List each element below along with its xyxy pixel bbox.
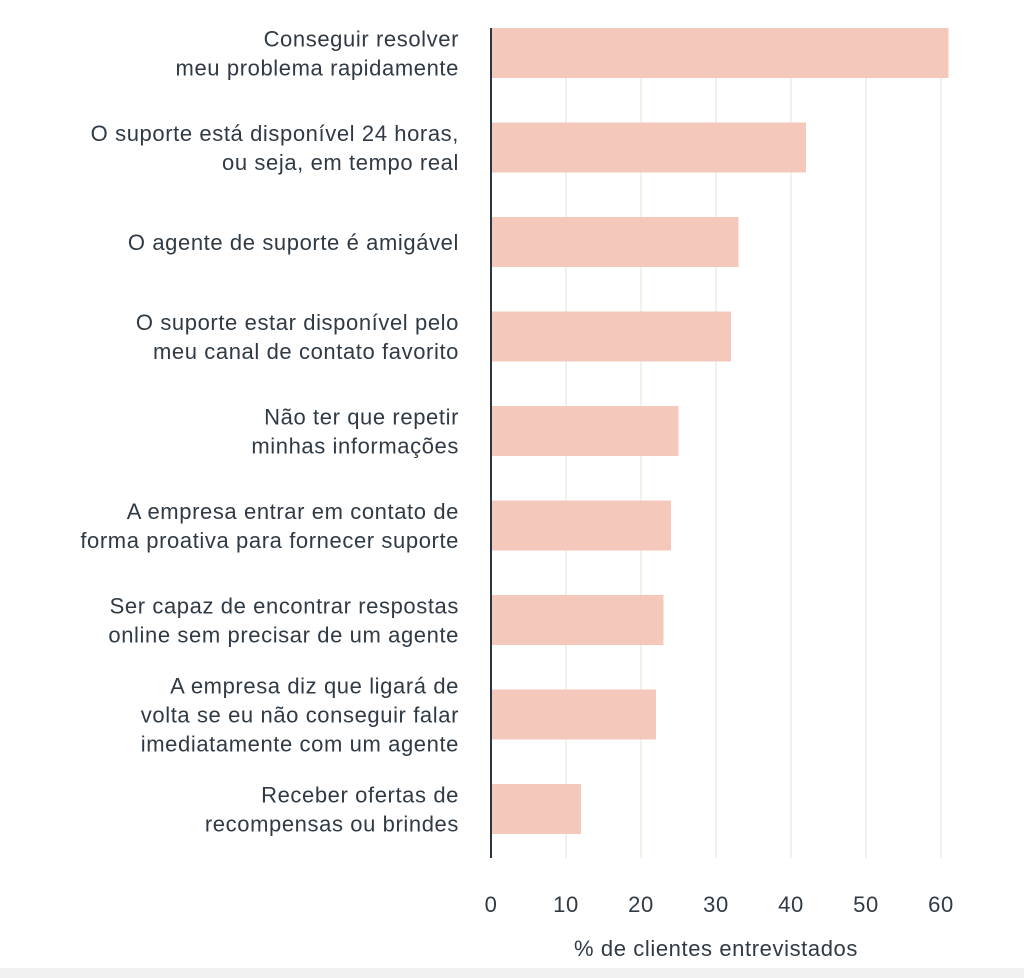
category-label-line: O agente de suporte é amigável bbox=[128, 230, 459, 255]
category-label: Conseguir resolver meu problema rapidamen… bbox=[176, 27, 459, 81]
category-label-line: volta se eu não conseguir falar bbox=[141, 703, 459, 728]
category-label-line: Ser capaz de encontrar respostas bbox=[110, 594, 459, 619]
category-label-line: ou seja, em tempo real bbox=[222, 150, 459, 175]
x-tick-label: 40 bbox=[778, 892, 804, 917]
category-label-line: Não ter que repetir bbox=[264, 405, 459, 430]
bars bbox=[492, 28, 949, 834]
category-label-line: A empresa diz que ligará de bbox=[170, 674, 459, 699]
category-label-line: online sem precisar de um agente bbox=[108, 623, 459, 648]
category-label-line: meu canal de contato favorito bbox=[153, 339, 459, 364]
x-tick-label: 60 bbox=[928, 892, 954, 917]
category-label-line: A empresa entrar em contato de bbox=[127, 499, 459, 524]
x-tick-label: 30 bbox=[703, 892, 729, 917]
category-label-line: meu problema rapidamente bbox=[176, 56, 459, 81]
bar bbox=[492, 28, 949, 78]
x-tick-label: 50 bbox=[853, 892, 879, 917]
x-tick-label: 10 bbox=[553, 892, 579, 917]
category-label-line: Receber ofertas de bbox=[261, 783, 459, 808]
bar bbox=[492, 784, 581, 834]
bar bbox=[492, 500, 671, 551]
x-axis-title: % de clientes entrevistados bbox=[574, 936, 858, 961]
category-label: O suporte estar disponível pelo meu canal… bbox=[136, 310, 459, 364]
bar bbox=[492, 689, 656, 740]
category-label-line: minhas informações bbox=[251, 434, 459, 459]
x-tick-label: 0 bbox=[485, 892, 498, 917]
category-label: Receber ofertas de recompensas ou brindes bbox=[205, 783, 459, 837]
category-label-line: imediatamente com um agente bbox=[141, 732, 459, 757]
category-label-line: recompensas ou brindes bbox=[205, 812, 459, 837]
bar bbox=[492, 311, 731, 362]
category-label: O agente de suporte é amigável bbox=[128, 230, 459, 255]
x-tick-labels: 0 10 20 30 40 50 60 bbox=[485, 892, 954, 917]
category-label: A empresa diz que ligará de volta se eu n… bbox=[141, 674, 459, 757]
category-label-line: forma proativa para fornecer suporte bbox=[80, 528, 459, 553]
bar bbox=[492, 122, 806, 173]
category-label-line: O suporte está disponível 24 horas, bbox=[91, 121, 459, 146]
category-label: Não ter que repetir minhas informações bbox=[251, 405, 459, 459]
category-label-line: O suporte estar disponível pelo bbox=[136, 310, 459, 335]
bar bbox=[492, 406, 679, 456]
category-label: A empresa entrar em contato de forma proa… bbox=[80, 499, 459, 553]
bar bbox=[492, 595, 664, 645]
bottom-strip bbox=[0, 968, 1024, 978]
category-label-line: Conseguir resolver bbox=[264, 27, 459, 52]
x-tick-label: 20 bbox=[628, 892, 654, 917]
category-labels: Conseguir resolver meu problema rapidamen… bbox=[80, 27, 459, 837]
bar bbox=[492, 217, 739, 267]
category-label: Ser capaz de encontrar respostas online s… bbox=[108, 594, 459, 648]
category-label: O suporte está disponível 24 horas, ou se… bbox=[91, 121, 459, 175]
